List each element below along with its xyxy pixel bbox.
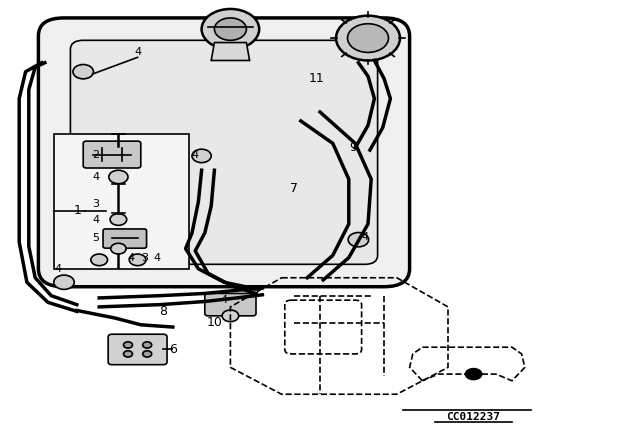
Text: 3: 3 — [141, 253, 148, 263]
Text: 4: 4 — [92, 215, 99, 224]
FancyBboxPatch shape — [54, 134, 189, 269]
FancyBboxPatch shape — [83, 141, 141, 168]
Text: 10: 10 — [207, 316, 222, 329]
Text: 1: 1 — [74, 204, 82, 217]
Text: 4: 4 — [154, 253, 161, 263]
Text: 2: 2 — [92, 150, 99, 159]
Circle shape — [111, 243, 126, 254]
Text: 6: 6 — [170, 343, 177, 356]
Circle shape — [348, 24, 388, 52]
Circle shape — [54, 275, 74, 289]
Circle shape — [73, 65, 93, 79]
Text: 4: 4 — [127, 253, 134, 263]
Text: 4: 4 — [362, 232, 369, 241]
Circle shape — [109, 170, 128, 184]
Text: 8: 8 — [159, 305, 167, 318]
FancyBboxPatch shape — [38, 18, 410, 287]
Text: 4: 4 — [220, 295, 227, 305]
Circle shape — [348, 233, 369, 247]
FancyBboxPatch shape — [108, 334, 167, 365]
FancyBboxPatch shape — [103, 229, 147, 248]
Text: 5: 5 — [92, 233, 99, 243]
Circle shape — [143, 342, 152, 348]
Text: 4: 4 — [54, 264, 61, 274]
Text: 11: 11 — [309, 72, 324, 85]
Circle shape — [202, 9, 259, 49]
Text: 4: 4 — [92, 172, 99, 182]
Text: 4: 4 — [134, 47, 141, 56]
Text: 9: 9 — [349, 141, 356, 155]
Circle shape — [124, 342, 132, 348]
Polygon shape — [211, 43, 250, 60]
Circle shape — [214, 18, 246, 40]
Circle shape — [110, 214, 127, 225]
Circle shape — [465, 368, 483, 380]
Text: 7: 7 — [291, 181, 298, 195]
Text: CC012237: CC012237 — [447, 412, 500, 422]
Circle shape — [91, 254, 108, 266]
Circle shape — [143, 351, 152, 357]
Circle shape — [124, 351, 132, 357]
Circle shape — [222, 310, 239, 322]
FancyBboxPatch shape — [205, 293, 256, 316]
Circle shape — [129, 254, 146, 266]
Circle shape — [192, 149, 211, 163]
FancyBboxPatch shape — [70, 40, 378, 264]
Circle shape — [336, 16, 400, 60]
Text: 4: 4 — [191, 150, 198, 159]
Text: 3: 3 — [92, 199, 99, 209]
